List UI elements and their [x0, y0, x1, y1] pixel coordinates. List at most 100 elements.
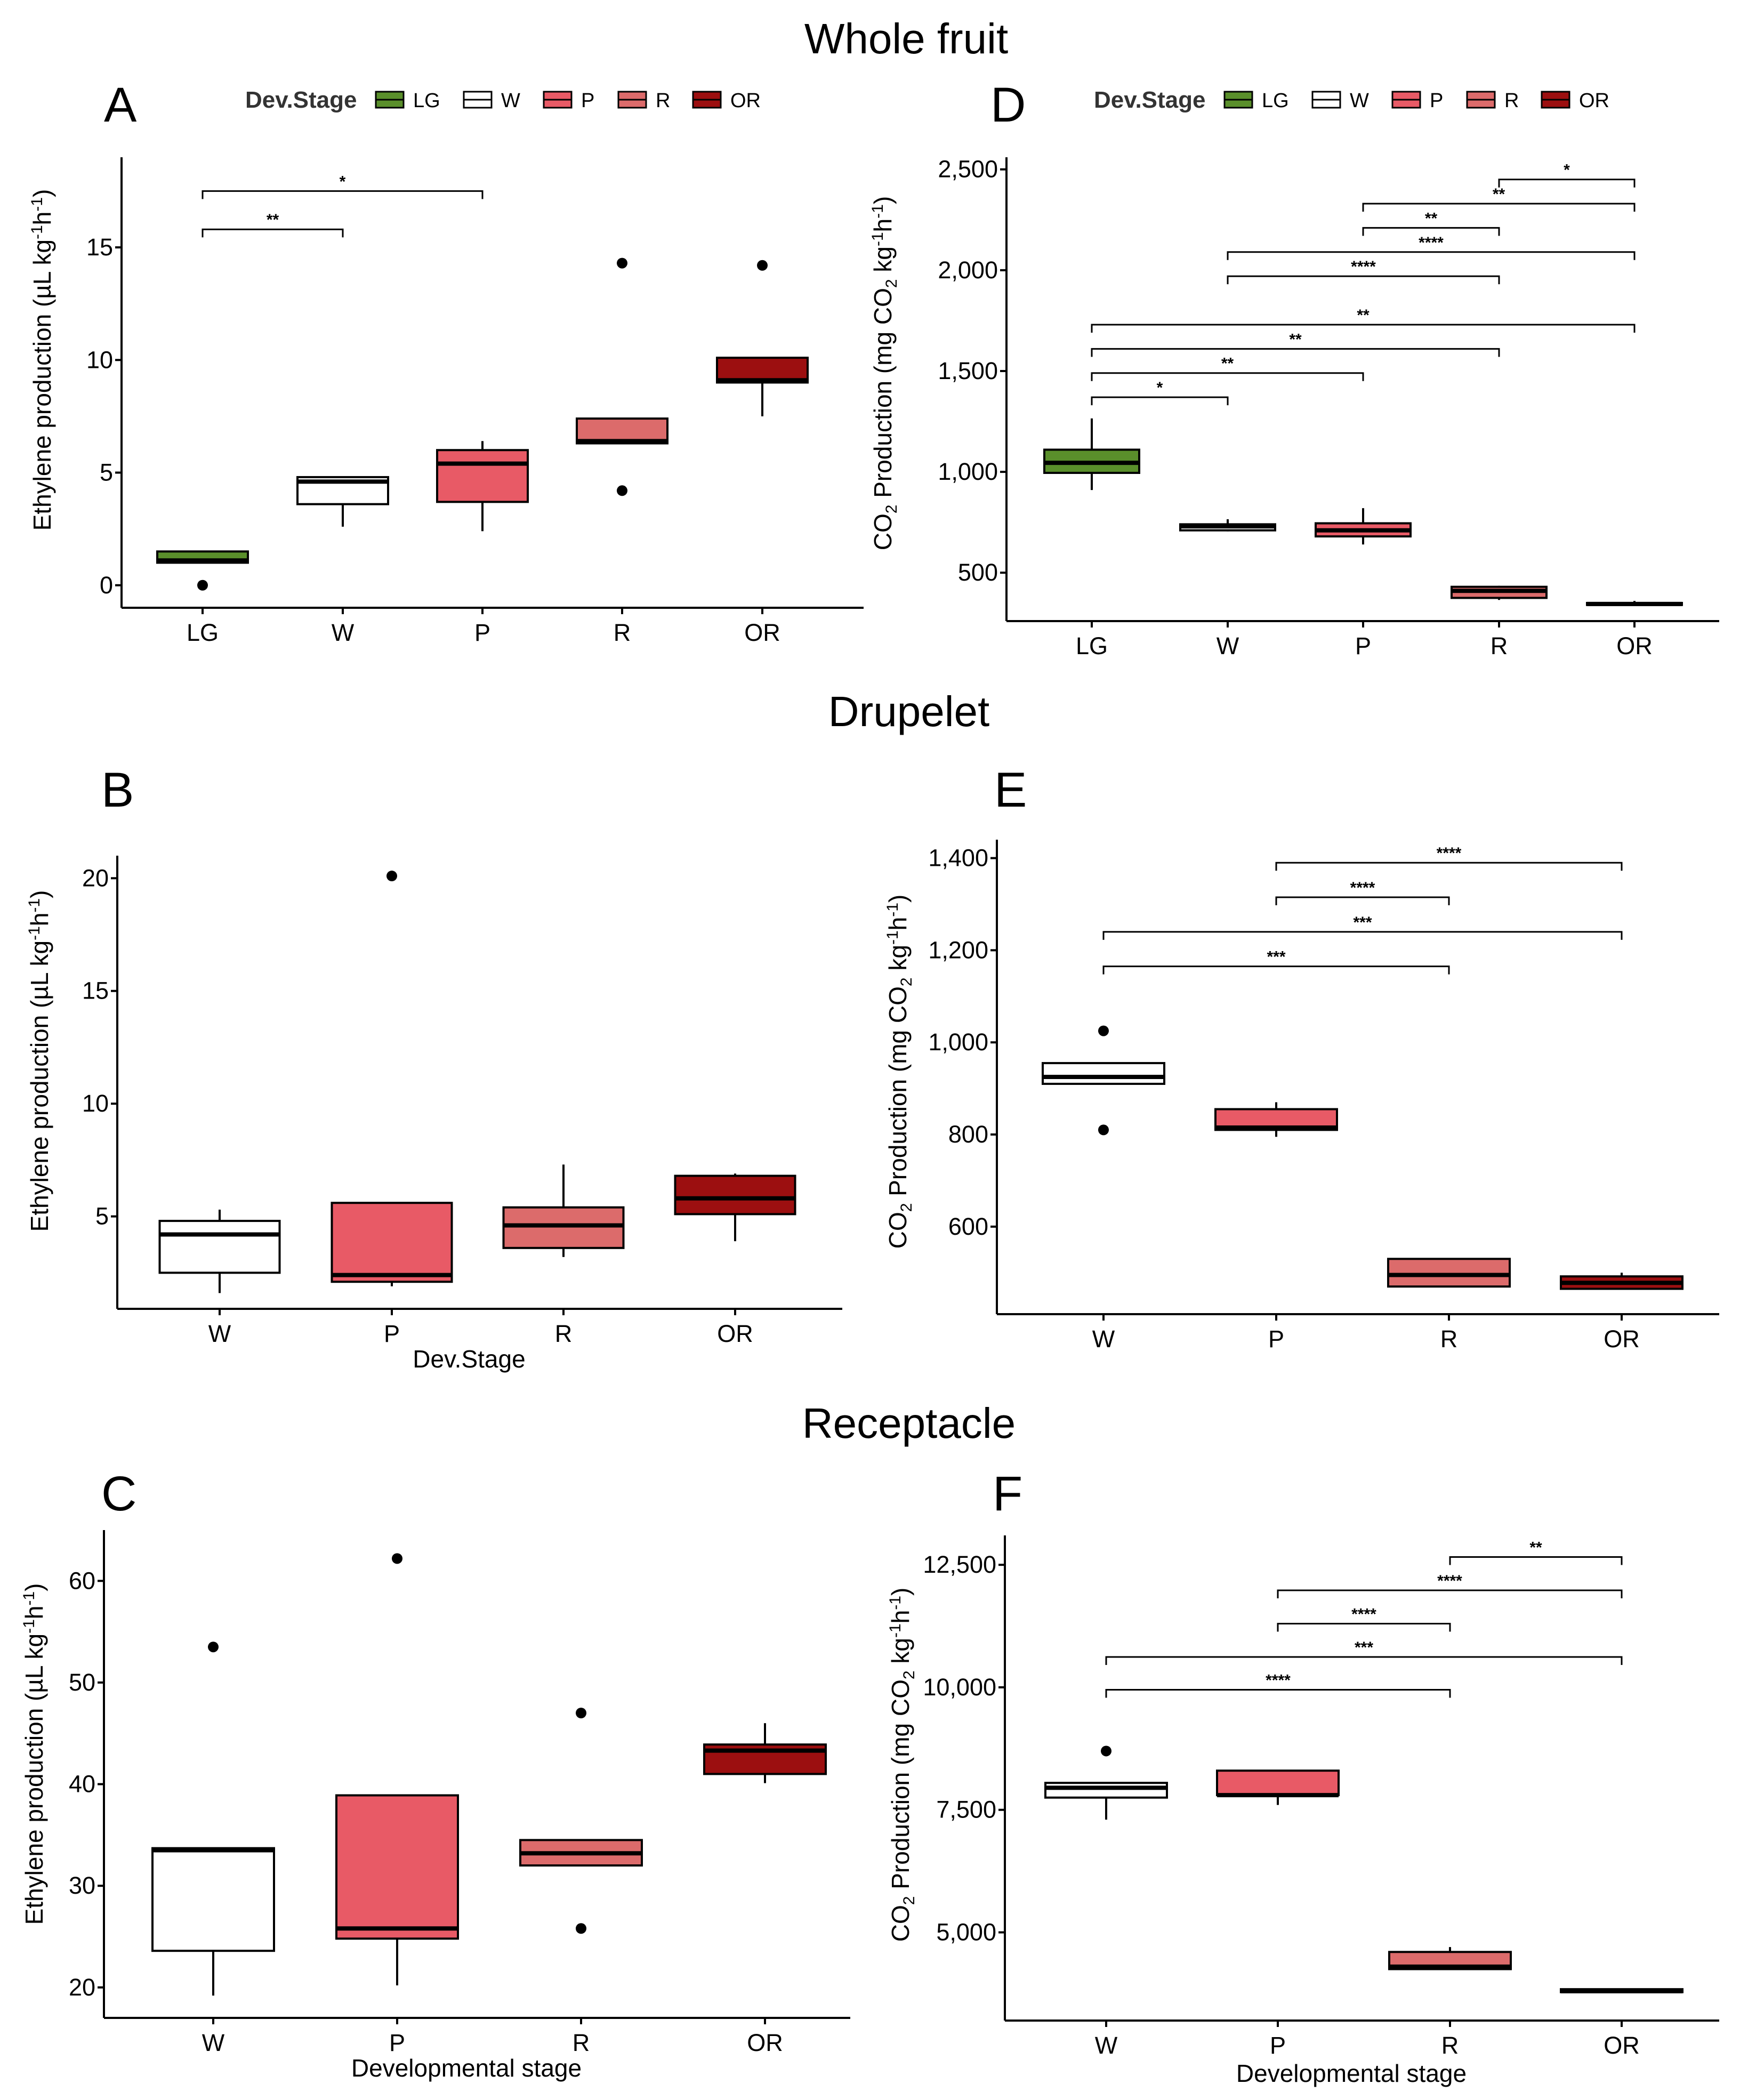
legend-label-OR: OR — [730, 90, 761, 112]
significance-label: **** — [1437, 844, 1462, 862]
y-tick-label: 0 — [100, 572, 113, 599]
x-tick-label: W — [332, 619, 355, 646]
outlier-point-R — [576, 1923, 586, 1934]
y-tick-label: 20 — [82, 864, 109, 891]
x-tick-label: R — [555, 1320, 573, 1347]
significance-label: * — [1564, 162, 1570, 179]
legend-label-R: R — [1504, 90, 1519, 112]
significance-label: ** — [1493, 186, 1505, 203]
y-tick-label: 1,000 — [938, 458, 998, 485]
y-tick-label: 15 — [82, 977, 109, 1004]
significance-label: *** — [1267, 948, 1285, 966]
significance-label: **** — [1351, 1605, 1376, 1623]
significance-label: *** — [1355, 1639, 1373, 1656]
box-P — [1216, 1769, 1340, 1797]
box-W — [1042, 1062, 1165, 1085]
y-tick-label: 15 — [86, 234, 113, 261]
y-axis-title: CO2 Production (mg CO2 kg-1h-1) — [884, 895, 915, 1249]
significance-label: **** — [1350, 879, 1375, 897]
significance-label: ** — [1425, 210, 1438, 227]
x-tick-label: P — [474, 619, 490, 646]
legend-label-LG: LG — [413, 90, 440, 112]
y-tick-label: 2,000 — [938, 256, 998, 284]
y-tick-label: 5 — [100, 459, 113, 486]
y-axis-title: CO2 Production (mg CO2 kg-1h-1) — [869, 196, 900, 551]
y-tick-label: 10 — [86, 346, 113, 373]
y-tick-label: 20 — [69, 1974, 95, 2001]
x-tick-label: LG — [1076, 632, 1108, 659]
significance-bracket — [202, 228, 344, 238]
significance-bracket — [1091, 348, 1500, 357]
box-W — [158, 1220, 281, 1274]
outlier-point-OR — [757, 260, 768, 271]
x-tick-label: W — [1092, 1325, 1115, 1353]
box-P — [335, 1794, 459, 1940]
y-tick-label: 12,500 — [923, 1551, 996, 1578]
outlier-point-P — [392, 1553, 402, 1564]
box-W — [1044, 1782, 1168, 1799]
x-tick-label: OR — [1604, 2032, 1640, 2059]
significance-bracket — [1449, 1556, 1623, 1565]
x-tick-label: R — [1491, 632, 1508, 659]
legend-label-P: P — [581, 90, 594, 112]
legend-label-R: R — [656, 90, 670, 112]
significance-bracket — [1102, 965, 1450, 975]
y-tick-label: 2,500 — [938, 156, 998, 183]
significance-bracket — [1227, 251, 1636, 260]
y-tick-label: 10,000 — [923, 1673, 996, 1701]
significance-bracket — [1277, 1622, 1451, 1632]
outlier-point-LG — [197, 580, 208, 591]
y-axis-title: Ethylene production (µL kg-1h-1) — [20, 1583, 48, 1925]
x-tick-label: W — [1095, 2032, 1118, 2059]
outlier-point-W — [1101, 1745, 1111, 1757]
x-tick-label: OR — [747, 2029, 783, 2056]
y-tick-label: 1,400 — [928, 844, 988, 872]
y-tick-label: 40 — [69, 1771, 95, 1798]
panel-letter-b: B — [101, 763, 134, 817]
x-tick-label: P — [389, 2029, 405, 2056]
y-tick-label: 1,200 — [928, 936, 988, 963]
x-tick-label: W — [208, 1320, 231, 1347]
significance-bracket — [1105, 1656, 1623, 1665]
significance-bracket — [1275, 896, 1450, 906]
x-axis-title: Dev.Stage — [413, 1345, 525, 1373]
outlier-point-W — [1098, 1025, 1109, 1036]
significance-label: **** — [1419, 234, 1444, 252]
y-tick-label: 800 — [948, 1121, 988, 1148]
x-tick-label: OR — [1616, 632, 1653, 659]
y-tick-label: 1,500 — [938, 357, 998, 384]
significance-label: **** — [1437, 1572, 1462, 1590]
significance-bracket — [1091, 372, 1364, 381]
box-W — [151, 1847, 275, 1952]
outlier-point-P — [386, 871, 397, 882]
significance-bracket — [1091, 324, 1636, 333]
y-tick-label: 30 — [69, 1872, 95, 1899]
significance-label: ** — [1357, 307, 1370, 324]
significance-bracket — [1227, 275, 1500, 285]
y-tick-label: 60 — [69, 1567, 95, 1594]
box-P — [331, 1202, 453, 1283]
legend-title: Dev.Stage — [1094, 87, 1206, 113]
section-title-receptacle: Receptacle — [802, 1399, 1016, 1447]
x-tick-label: OR — [744, 619, 780, 646]
outlier-point-R — [617, 485, 627, 496]
box-OR — [674, 1174, 796, 1216]
y-tick-label: 500 — [958, 559, 998, 586]
chart-panel-b: 5 10 15 20 W P R OR Ethylene production (µL kg-1… — [26, 856, 842, 1373]
x-tick-label: W — [1217, 632, 1239, 659]
legend-label-P: P — [1430, 90, 1443, 112]
significance-label: ** — [1289, 331, 1302, 348]
legend-label-W: W — [501, 90, 520, 112]
x-tick-label: W — [202, 2029, 225, 2056]
panel-letter-e: E — [994, 763, 1027, 817]
significance-bracket — [1091, 396, 1229, 406]
significance-bracket — [1362, 227, 1500, 236]
panel-letter-c: C — [101, 1467, 136, 1521]
x-axis-title: Developmental stage — [1236, 2059, 1467, 2087]
box-P — [436, 449, 529, 503]
